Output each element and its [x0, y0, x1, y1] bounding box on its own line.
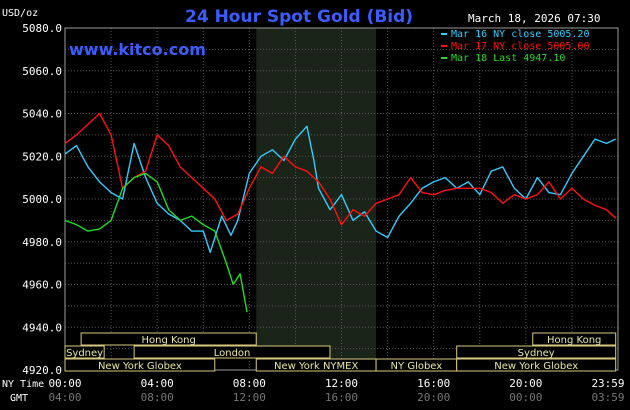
- y-tick-label: 5040.0: [22, 108, 62, 121]
- session-label: New York Globex: [98, 361, 182, 372]
- session-box: [133, 345, 331, 359]
- x-tick-label-gmt: 12:00: [233, 391, 266, 404]
- x-tick-label-ny: 08:00: [233, 377, 266, 390]
- y-tick-label: 5060.0: [22, 65, 62, 78]
- session-box: [532, 332, 617, 346]
- session-label: New York Globex: [494, 361, 578, 372]
- x-tick-label-gmt: 16:00: [325, 391, 358, 404]
- y-tick-label: 4960.0: [22, 279, 62, 292]
- x-tick-label-gmt: 04:00: [48, 391, 81, 404]
- price-series: [64, 112, 617, 313]
- legend-entry: Mar 18 Last 4947.10: [451, 53, 565, 64]
- y-tick-label: 4920.0: [22, 364, 62, 377]
- x-tick-label-ny: 04:00: [141, 377, 174, 390]
- market-sessions: Hong Kong Hong Kong Sydney Sydney London New …: [64, 332, 617, 372]
- x-tick-label-ny: 16:00: [417, 377, 450, 390]
- x-tick-label-gmt: 03:59: [591, 391, 624, 404]
- session-box: [456, 358, 617, 372]
- series-line: [64, 172, 248, 313]
- chart-title: 24 Hour Spot Gold (Bid): [185, 7, 413, 27]
- site-watermark: www.kitco.com: [69, 40, 206, 59]
- x-tick-label-ny: 20:00: [509, 377, 542, 390]
- gmt-row-label: GMT: [10, 393, 28, 404]
- x-tick-label-gmt: 08:00: [141, 391, 174, 404]
- legend-entry: Mar 17 NY close 5005.00: [451, 41, 589, 52]
- x-tick-label-ny: 12:00: [325, 377, 358, 390]
- y-tick-label: 5080.0: [22, 22, 62, 35]
- x-tick-label-gmt: 20:00: [417, 391, 450, 404]
- y-tick-label: 4980.0: [22, 236, 62, 249]
- session-label: NY Globex: [391, 361, 443, 372]
- date-stamp: March 18, 2026 07:30: [468, 12, 600, 25]
- x-tick-label-ny: 00:00: [48, 377, 81, 390]
- legend-entry: Mar 16 NY close 5005.20: [451, 29, 589, 40]
- session-label: New York NYMEX: [274, 361, 359, 372]
- session-label: London: [214, 348, 251, 359]
- y-unit-label: USD/oz: [2, 8, 38, 19]
- nymex-highlight-band: [256, 28, 377, 370]
- y-tick-label: 5020.0: [22, 150, 62, 163]
- series-line: [64, 125, 616, 254]
- session-box: [456, 345, 617, 359]
- session-label: Hong Kong: [547, 335, 601, 346]
- session-label: Sydney: [66, 348, 103, 359]
- y-tick-label: 4940.0: [22, 321, 62, 334]
- y-tick-label: 5000.0: [22, 193, 62, 206]
- session-label: Sydney: [518, 348, 555, 359]
- x-tick-label-gmt: 00:00: [509, 391, 542, 404]
- session-box: [64, 345, 105, 359]
- x-tick-label-ny: 23:59: [591, 377, 624, 390]
- session-box: [80, 332, 257, 346]
- ny-time-row-label: NY Time: [2, 379, 44, 390]
- session-label: Hong Kong: [142, 335, 196, 346]
- x-axis-tick-labels: 00:00 04:00 08:00 12:00 16:00 20:00 23:5904:00…: [48, 377, 624, 404]
- y-axis-tick-labels: 4920.0 4940.0 4960.0 4980.0 5000.0 5020.0 5040…: [22, 22, 62, 377]
- series-line: [64, 112, 617, 226]
- session-box: [64, 358, 216, 372]
